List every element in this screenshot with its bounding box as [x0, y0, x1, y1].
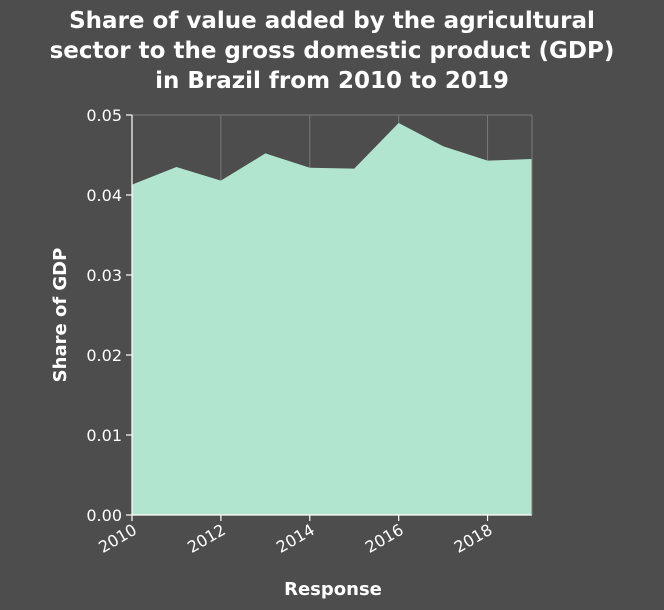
area-layer [132, 123, 532, 515]
y-axis-label: Share of GDP [50, 248, 71, 383]
area-fill [132, 123, 532, 515]
axes [126, 114, 533, 521]
y-tick-label: 0.05 [86, 106, 122, 125]
x-tick-label: 2010 [95, 520, 140, 557]
x-tick-label: 2012 [184, 520, 229, 557]
chart-title: Share of value added by the agricultural… [0, 6, 664, 96]
y-tick-label: 0.04 [86, 186, 122, 205]
x-tick-label: 2016 [362, 520, 407, 557]
x-tick-label: 2018 [451, 520, 496, 557]
x-tick-label: 2014 [273, 520, 318, 557]
y-tick-label: 0.02 [86, 346, 122, 365]
chart-title-line-1: Share of value added by the agricultural [69, 8, 595, 34]
chart-title-line-3: in Brazil from 2010 to 2019 [155, 68, 509, 94]
y-tick-label: 0.00 [86, 506, 122, 525]
y-tick-label: 0.03 [86, 266, 122, 285]
chart-title-line-2: sector to the gross domestic product (GD… [49, 38, 615, 64]
x-axis-label: Response [284, 579, 382, 600]
y-tick-label: 0.01 [86, 426, 122, 445]
